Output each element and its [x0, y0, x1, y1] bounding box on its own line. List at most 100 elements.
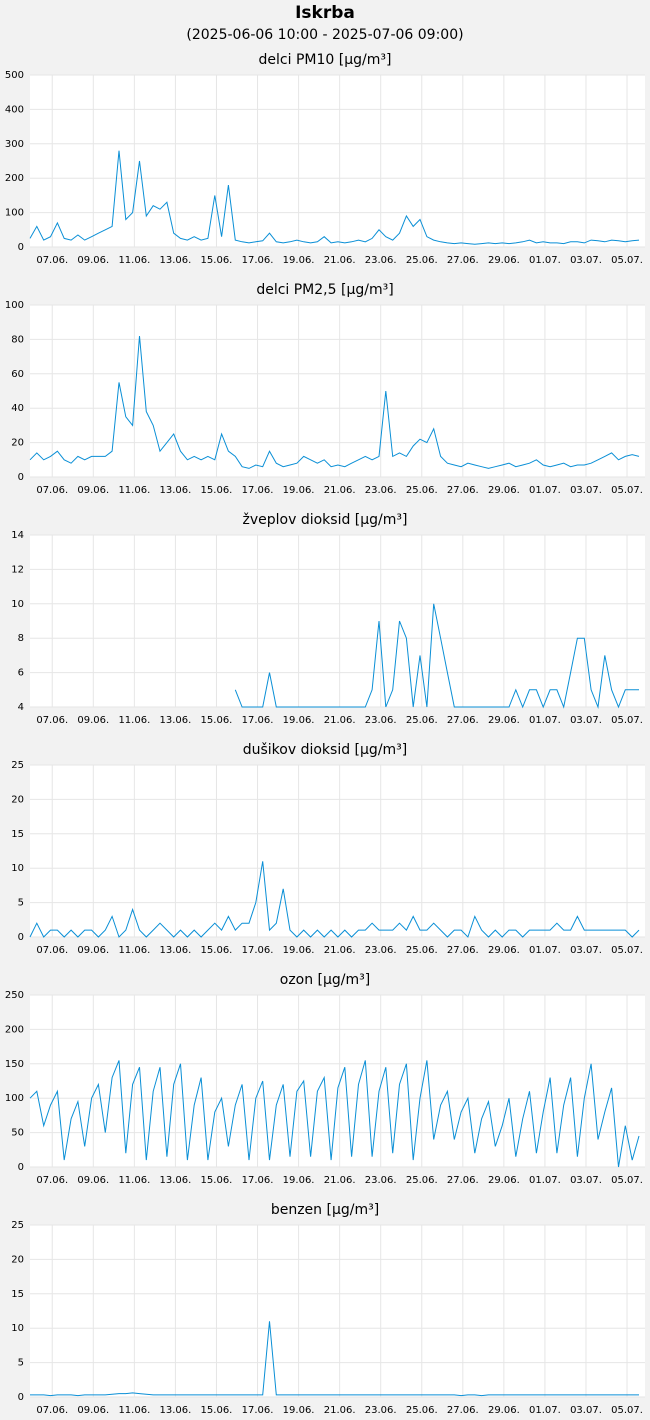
x-tick-label: 21.06. [324, 1175, 356, 1186]
x-tick-label: 11.06. [118, 715, 150, 726]
data-line [29, 150, 640, 245]
x-tick-label: 13.06. [160, 945, 192, 956]
x-tick-label: 19.06. [283, 1405, 315, 1416]
y-tick-label: 14 [11, 530, 24, 541]
x-tick-label: 15.06. [201, 255, 233, 266]
y-tick-label: 25 [11, 1220, 24, 1231]
x-tick-label: 25.06. [406, 485, 438, 496]
y-tick-label: 20 [11, 438, 24, 449]
x-tick-label: 23.06. [365, 945, 397, 956]
x-tick-label: 17.06. [242, 715, 274, 726]
x-tick-label: 13.06. [160, 255, 192, 266]
y-tick-label: 20 [11, 1254, 24, 1265]
chart-title: delci PM10 [µg/m³] [259, 52, 392, 68]
x-tick-label: 03.07. [570, 255, 602, 266]
x-tick-label: 03.07. [570, 1175, 602, 1186]
x-tick-label: 27.06. [447, 945, 479, 956]
plot-area [30, 305, 645, 477]
x-tick-label: 01.07. [529, 1175, 561, 1186]
x-tick-label: 09.06. [77, 255, 109, 266]
x-tick-label: 03.07. [570, 1405, 602, 1416]
data-line [234, 603, 639, 709]
x-tick-label: 17.06. [242, 1175, 274, 1186]
x-tick-label: 15.06. [201, 485, 233, 496]
x-tick-label: 25.06. [406, 945, 438, 956]
y-tick-label: 0 [18, 242, 24, 253]
x-tick-label: 27.06. [447, 715, 479, 726]
x-tick-label: 29.06. [488, 715, 520, 726]
y-tick-label: 300 [5, 139, 24, 150]
y-tick-label: 25 [11, 760, 24, 771]
chart-title: benzen [µg/m³] [271, 1202, 379, 1218]
plot-area [30, 1225, 645, 1397]
x-tick-label: 21.06. [324, 485, 356, 496]
y-tick-label: 60 [11, 369, 24, 380]
x-tick-label: 23.06. [365, 715, 397, 726]
data-line [29, 1060, 640, 1168]
plot-area [30, 535, 645, 707]
x-tick-label: 19.06. [283, 485, 315, 496]
x-tick-label: 13.06. [160, 715, 192, 726]
x-tick-label: 07.06. [36, 255, 68, 266]
x-tick-label: 27.06. [447, 255, 479, 266]
x-tick-label: 11.06. [118, 485, 150, 496]
x-tick-label: 25.06. [406, 1175, 438, 1186]
y-tick-label: 80 [11, 334, 24, 345]
x-tick-label: 11.06. [118, 255, 150, 266]
x-tick-label: 27.06. [447, 1175, 479, 1186]
chart-title: delci PM2,5 [µg/m³] [256, 282, 393, 298]
y-tick-label: 250 [5, 990, 24, 1001]
x-tick-label: 17.06. [242, 485, 274, 496]
x-tick-label: 25.06. [406, 1405, 438, 1416]
x-tick-label: 17.06. [242, 255, 274, 266]
x-tick-label: 01.07. [529, 715, 561, 726]
x-tick-label: 29.06. [488, 1175, 520, 1186]
y-tick-label: 10 [11, 1323, 24, 1334]
chart-title: žveplov dioksid [µg/m³] [243, 512, 408, 528]
x-tick-label: 29.06. [488, 1405, 520, 1416]
page-subtitle: (2025-06-06 10:00 - 2025-07-06 09:00) [186, 27, 463, 43]
page-title: Iskrba [295, 3, 355, 23]
x-tick-label: 19.06. [283, 1175, 315, 1186]
x-tick-label: 05.07. [611, 1405, 643, 1416]
x-tick-label: 29.06. [488, 485, 520, 496]
x-tick-label: 05.07. [611, 715, 643, 726]
x-tick-label: 01.07. [529, 485, 561, 496]
y-tick-label: 100 [5, 1093, 24, 1104]
x-tick-label: 01.07. [529, 945, 561, 956]
y-tick-label: 100 [5, 300, 24, 311]
x-tick-label: 21.06. [324, 945, 356, 956]
y-tick-label: 15 [11, 1289, 24, 1300]
y-tick-label: 5 [18, 1358, 24, 1369]
x-tick-label: 15.06. [201, 715, 233, 726]
x-tick-label: 29.06. [488, 945, 520, 956]
y-tick-label: 0 [18, 472, 24, 483]
y-tick-label: 500 [5, 70, 24, 81]
x-tick-label: 09.06. [77, 1175, 109, 1186]
x-tick-label: 19.06. [283, 715, 315, 726]
plot-area [30, 765, 645, 937]
x-tick-label: 23.06. [365, 1175, 397, 1186]
x-tick-label: 01.07. [529, 1405, 561, 1416]
y-tick-label: 0 [18, 932, 24, 943]
x-tick-label: 11.06. [118, 945, 150, 956]
y-tick-label: 8 [18, 633, 24, 644]
x-tick-label: 15.06. [201, 1405, 233, 1416]
y-tick-label: 40 [11, 403, 24, 414]
x-tick-label: 03.07. [570, 485, 602, 496]
x-tick-label: 23.06. [365, 255, 397, 266]
x-tick-label: 03.07. [570, 715, 602, 726]
x-tick-label: 15.06. [201, 1175, 233, 1186]
x-tick-label: 13.06. [160, 485, 192, 496]
y-tick-label: 15 [11, 829, 24, 840]
x-tick-label: 19.06. [283, 255, 315, 266]
y-tick-label: 200 [5, 1024, 24, 1035]
x-tick-label: 07.06. [36, 1175, 68, 1186]
y-tick-label: 200 [5, 173, 24, 184]
x-tick-label: 09.06. [77, 485, 109, 496]
y-tick-label: 0 [18, 1162, 24, 1173]
data-line [29, 861, 640, 938]
x-tick-label: 13.06. [160, 1405, 192, 1416]
plot-area [30, 75, 645, 247]
